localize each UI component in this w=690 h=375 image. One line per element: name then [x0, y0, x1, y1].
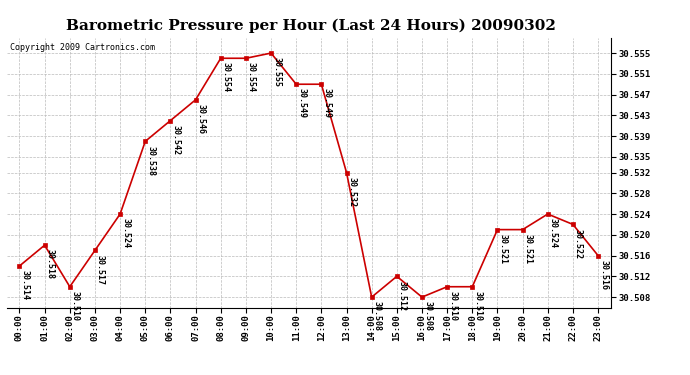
Text: 30.514: 30.514	[21, 270, 30, 300]
Text: 30.524: 30.524	[549, 218, 558, 248]
Text: 30.521: 30.521	[498, 234, 508, 264]
Text: 30.542: 30.542	[172, 125, 181, 155]
Text: 30.516: 30.516	[599, 260, 608, 290]
Text: 30.510: 30.510	[473, 291, 482, 321]
Text: 30.522: 30.522	[574, 229, 583, 259]
Text: 30.532: 30.532	[348, 177, 357, 207]
Text: 30.508: 30.508	[373, 301, 382, 331]
Text: Copyright 2009 Cartronics.com: Copyright 2009 Cartronics.com	[10, 43, 155, 52]
Text: 30.555: 30.555	[272, 57, 281, 87]
Text: 30.510: 30.510	[448, 291, 457, 321]
Text: 30.549: 30.549	[297, 88, 306, 118]
Text: 30.554: 30.554	[221, 62, 230, 92]
Text: 30.524: 30.524	[121, 218, 130, 248]
Text: 30.518: 30.518	[46, 249, 55, 279]
Text: 30.508: 30.508	[423, 301, 432, 331]
Text: 30.538: 30.538	[146, 146, 155, 176]
Text: 30.517: 30.517	[96, 255, 105, 285]
Text: 30.521: 30.521	[524, 234, 533, 264]
Text: 30.549: 30.549	[322, 88, 331, 118]
Text: 30.512: 30.512	[398, 280, 407, 310]
Text: 30.546: 30.546	[197, 104, 206, 134]
Text: 30.554: 30.554	[247, 62, 256, 92]
Text: Barometric Pressure per Hour (Last 24 Hours) 20090302: Barometric Pressure per Hour (Last 24 Ho…	[66, 19, 555, 33]
Text: 30.510: 30.510	[71, 291, 80, 321]
